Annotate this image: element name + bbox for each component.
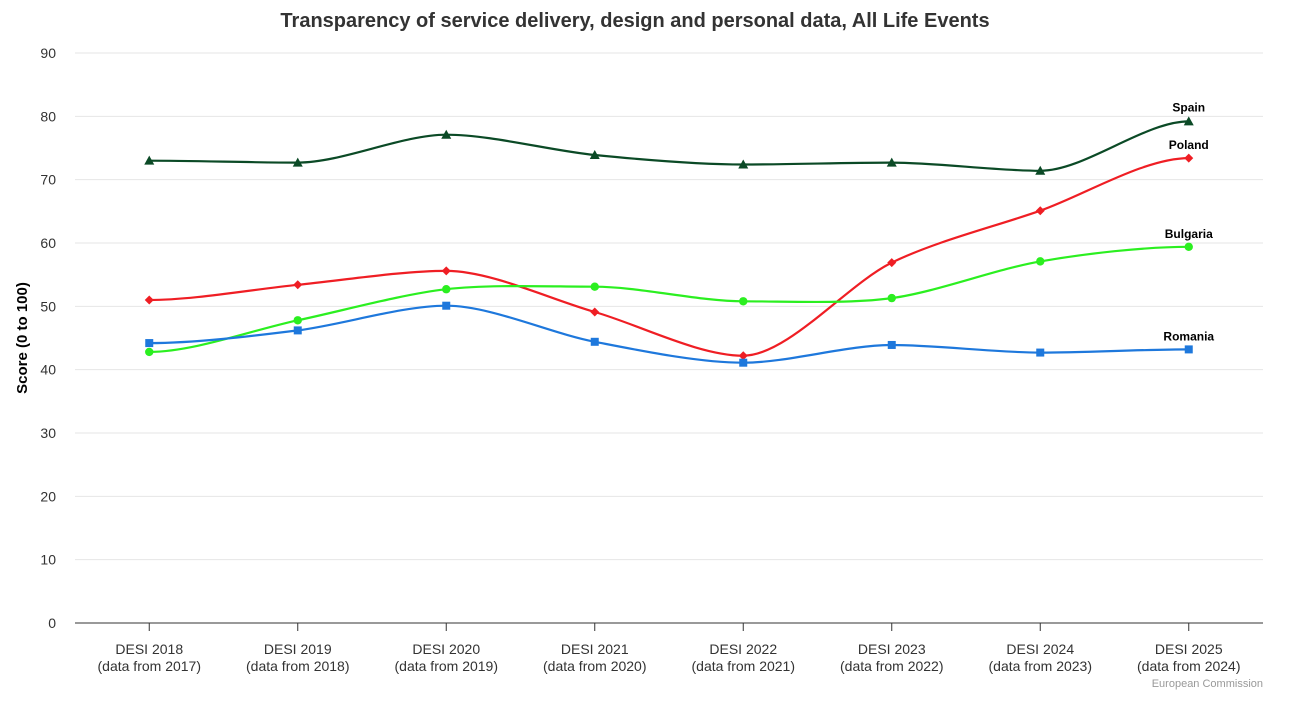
chart-title: Transparency of service delivery, design…	[280, 10, 989, 32]
data-point-poland[interactable]	[144, 295, 154, 305]
x-tick-label: DESI 2019 (data from 2018)	[246, 641, 350, 674]
data-point-romania[interactable]	[590, 337, 599, 346]
x-tick-label-line: DESI 2023	[858, 641, 926, 657]
x-axis: DESI 2018 (data from 2017)DESI 2019 (data …	[75, 622, 1263, 674]
y-tick-label: 0	[48, 615, 56, 631]
data-point-bulgaria[interactable]	[442, 285, 451, 294]
x-tick-label: DESI 2025 (data from 2024)	[1137, 641, 1241, 674]
series-lines	[149, 120, 1189, 364]
y-axis-ticks: 0 10 20 30 40 50 60 70 80 90	[40, 45, 56, 631]
x-tick-label: DESI 2024 (data from 2023)	[989, 641, 1093, 674]
x-tick-label: DESI 2022 (data from 2021)	[692, 641, 796, 674]
data-point-bulgaria[interactable]	[145, 347, 154, 357]
y-tick-label: 60	[40, 235, 56, 251]
data-point-bulgaria[interactable]	[887, 293, 896, 303]
x-tick-label-line: (data from 2022)	[840, 658, 944, 674]
x-tick-label-line: (data from 2021)	[692, 658, 796, 674]
data-point-romania[interactable]	[1184, 345, 1193, 354]
x-tick-label-line: (data from 2023)	[989, 658, 1093, 674]
data-point-poland[interactable]	[887, 258, 897, 268]
data-point-spain[interactable]	[144, 155, 155, 165]
data-point-spain[interactable]	[1183, 116, 1194, 126]
y-tick-label: 30	[40, 425, 56, 441]
x-tick-label-line: (data from 2020)	[543, 658, 647, 674]
x-tick-label-line: DESI 2024	[1006, 641, 1074, 657]
x-tick-label-line: (data from 2024)	[1137, 658, 1241, 674]
series-label-romania: Romania	[1163, 329, 1214, 343]
data-point-romania[interactable]	[442, 301, 451, 310]
data-point-bulgaria[interactable]	[590, 282, 599, 291]
data-point-romania[interactable]	[1036, 348, 1045, 357]
y-axis-label: Score (0 to 100)	[14, 282, 31, 394]
data-point-bulgaria[interactable]	[1184, 242, 1193, 251]
data-point-spain[interactable]	[1035, 165, 1046, 175]
data-point-romania[interactable]	[293, 326, 302, 335]
x-tick-label-line: DESI 2025	[1155, 641, 1223, 657]
data-point-bulgaria[interactable]	[1036, 257, 1045, 266]
credit-text[interactable]: European Commission	[1152, 678, 1263, 690]
x-tick-label: DESI 2023 (data from 2022)	[840, 641, 944, 674]
data-point-spain[interactable]	[738, 159, 749, 169]
x-tick-label-line: (data from 2017)	[98, 658, 202, 674]
data-point-poland[interactable]	[1035, 206, 1045, 216]
x-tick-label-line: DESI 2021	[561, 641, 629, 657]
x-tick-label-line: DESI 2020	[412, 641, 480, 657]
gridlines	[75, 52, 1263, 561]
y-tick-label: 70	[40, 172, 56, 188]
y-tick-label: 10	[40, 552, 56, 568]
x-tick-label: DESI 2018 (data from 2017)	[98, 641, 202, 674]
series-label-poland: Poland	[1169, 138, 1209, 152]
y-tick-label: 20	[40, 488, 56, 504]
data-point-spain[interactable]	[441, 129, 452, 139]
y-tick-label: 90	[40, 45, 56, 61]
series-label-bulgaria: Bulgaria	[1165, 227, 1213, 241]
data-point-poland[interactable]	[1184, 153, 1194, 163]
data-point-bulgaria[interactable]	[293, 316, 302, 325]
data-point-poland[interactable]	[590, 307, 600, 317]
series-label-spain: Spain	[1172, 100, 1205, 114]
y-tick-label: 40	[40, 362, 56, 378]
data-point-spain[interactable]	[292, 157, 303, 167]
data-point-romania[interactable]	[145, 339, 154, 348]
x-tick-label-line: (data from 2018)	[246, 658, 350, 674]
x-tick-label-line: DESI 2018	[115, 641, 183, 657]
series-line-romania	[149, 304, 1189, 364]
data-point-spain[interactable]	[886, 157, 897, 167]
x-tick-label-line: DESI 2022	[709, 641, 777, 657]
data-point-poland[interactable]	[293, 280, 303, 290]
x-tick-label: DESI 2020 (data from 2019)	[395, 641, 499, 674]
series-markers	[144, 116, 1194, 367]
y-tick-label: 80	[40, 108, 56, 124]
x-tick-label-line: (data from 2019)	[395, 658, 499, 674]
data-point-bulgaria[interactable]	[739, 297, 748, 306]
x-tick-label-line: DESI 2019	[264, 641, 332, 657]
series-line-spain	[149, 120, 1189, 172]
data-point-spain[interactable]	[589, 149, 600, 159]
series-line-poland	[149, 157, 1189, 357]
series-line-bulgaria	[149, 245, 1189, 353]
x-tick-label: DESI 2021 (data from 2020)	[543, 641, 647, 674]
data-point-romania[interactable]	[739, 358, 748, 367]
data-point-poland[interactable]	[738, 351, 748, 361]
y-tick-label: 50	[40, 298, 56, 314]
data-point-romania[interactable]	[887, 340, 896, 349]
series-labels: Spain Poland Bulgaria Romania	[1163, 100, 1214, 343]
data-point-poland[interactable]	[441, 266, 451, 276]
